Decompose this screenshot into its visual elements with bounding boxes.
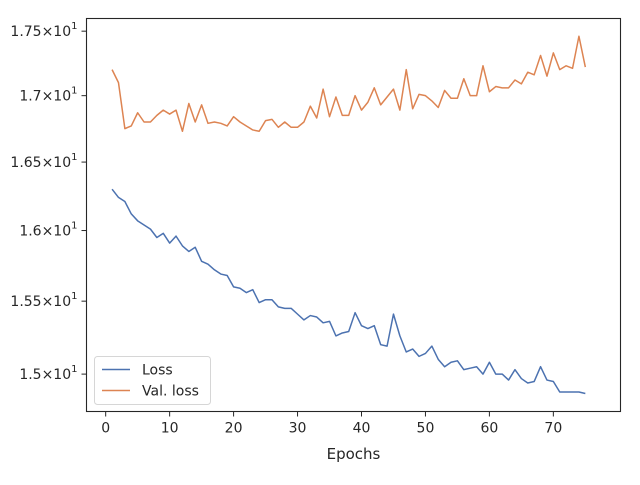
y-tick-label: 1.7×101 (19, 86, 77, 105)
legend-box (94, 356, 211, 405)
x-tick-label: 10 (161, 421, 179, 437)
y-tick-label: 1.65×101 (10, 152, 77, 171)
x-axis-label: Epochs (327, 445, 381, 463)
y-axis: 1.5×101 1.55×101 1.6×101 1.65×101 1.7×101 1.7… (10, 21, 87, 383)
x-tick-label: 60 (480, 421, 498, 437)
legend-label-val-loss: Val. loss (142, 384, 199, 400)
series-line-val-loss (111, 35, 587, 133)
x-tick-label: 20 (225, 421, 243, 437)
series-line-loss (111, 188, 586, 395)
legend: Loss Val. loss (94, 356, 211, 405)
x-tick-label: 40 (353, 421, 371, 437)
x-tick-label: 50 (417, 421, 435, 437)
x-axis: 0 10 20 30 40 50 60 70 (101, 411, 562, 437)
y-tick-label: 1.5×101 (19, 364, 77, 383)
x-tick-label: 30 (289, 421, 307, 437)
series-layer (111, 35, 587, 395)
y-tick-label: 1.55×101 (10, 291, 77, 310)
x-tick-label: 70 (544, 421, 562, 437)
x-tick-label: 0 (101, 421, 110, 437)
y-tick-label: 1.75×101 (10, 21, 77, 40)
legend-label-loss: Loss (142, 363, 173, 379)
plot-area-frame (85, 17, 622, 413)
y-tick-label: 1.6×101 (19, 221, 77, 240)
plot-area-background (86, 18, 621, 412)
